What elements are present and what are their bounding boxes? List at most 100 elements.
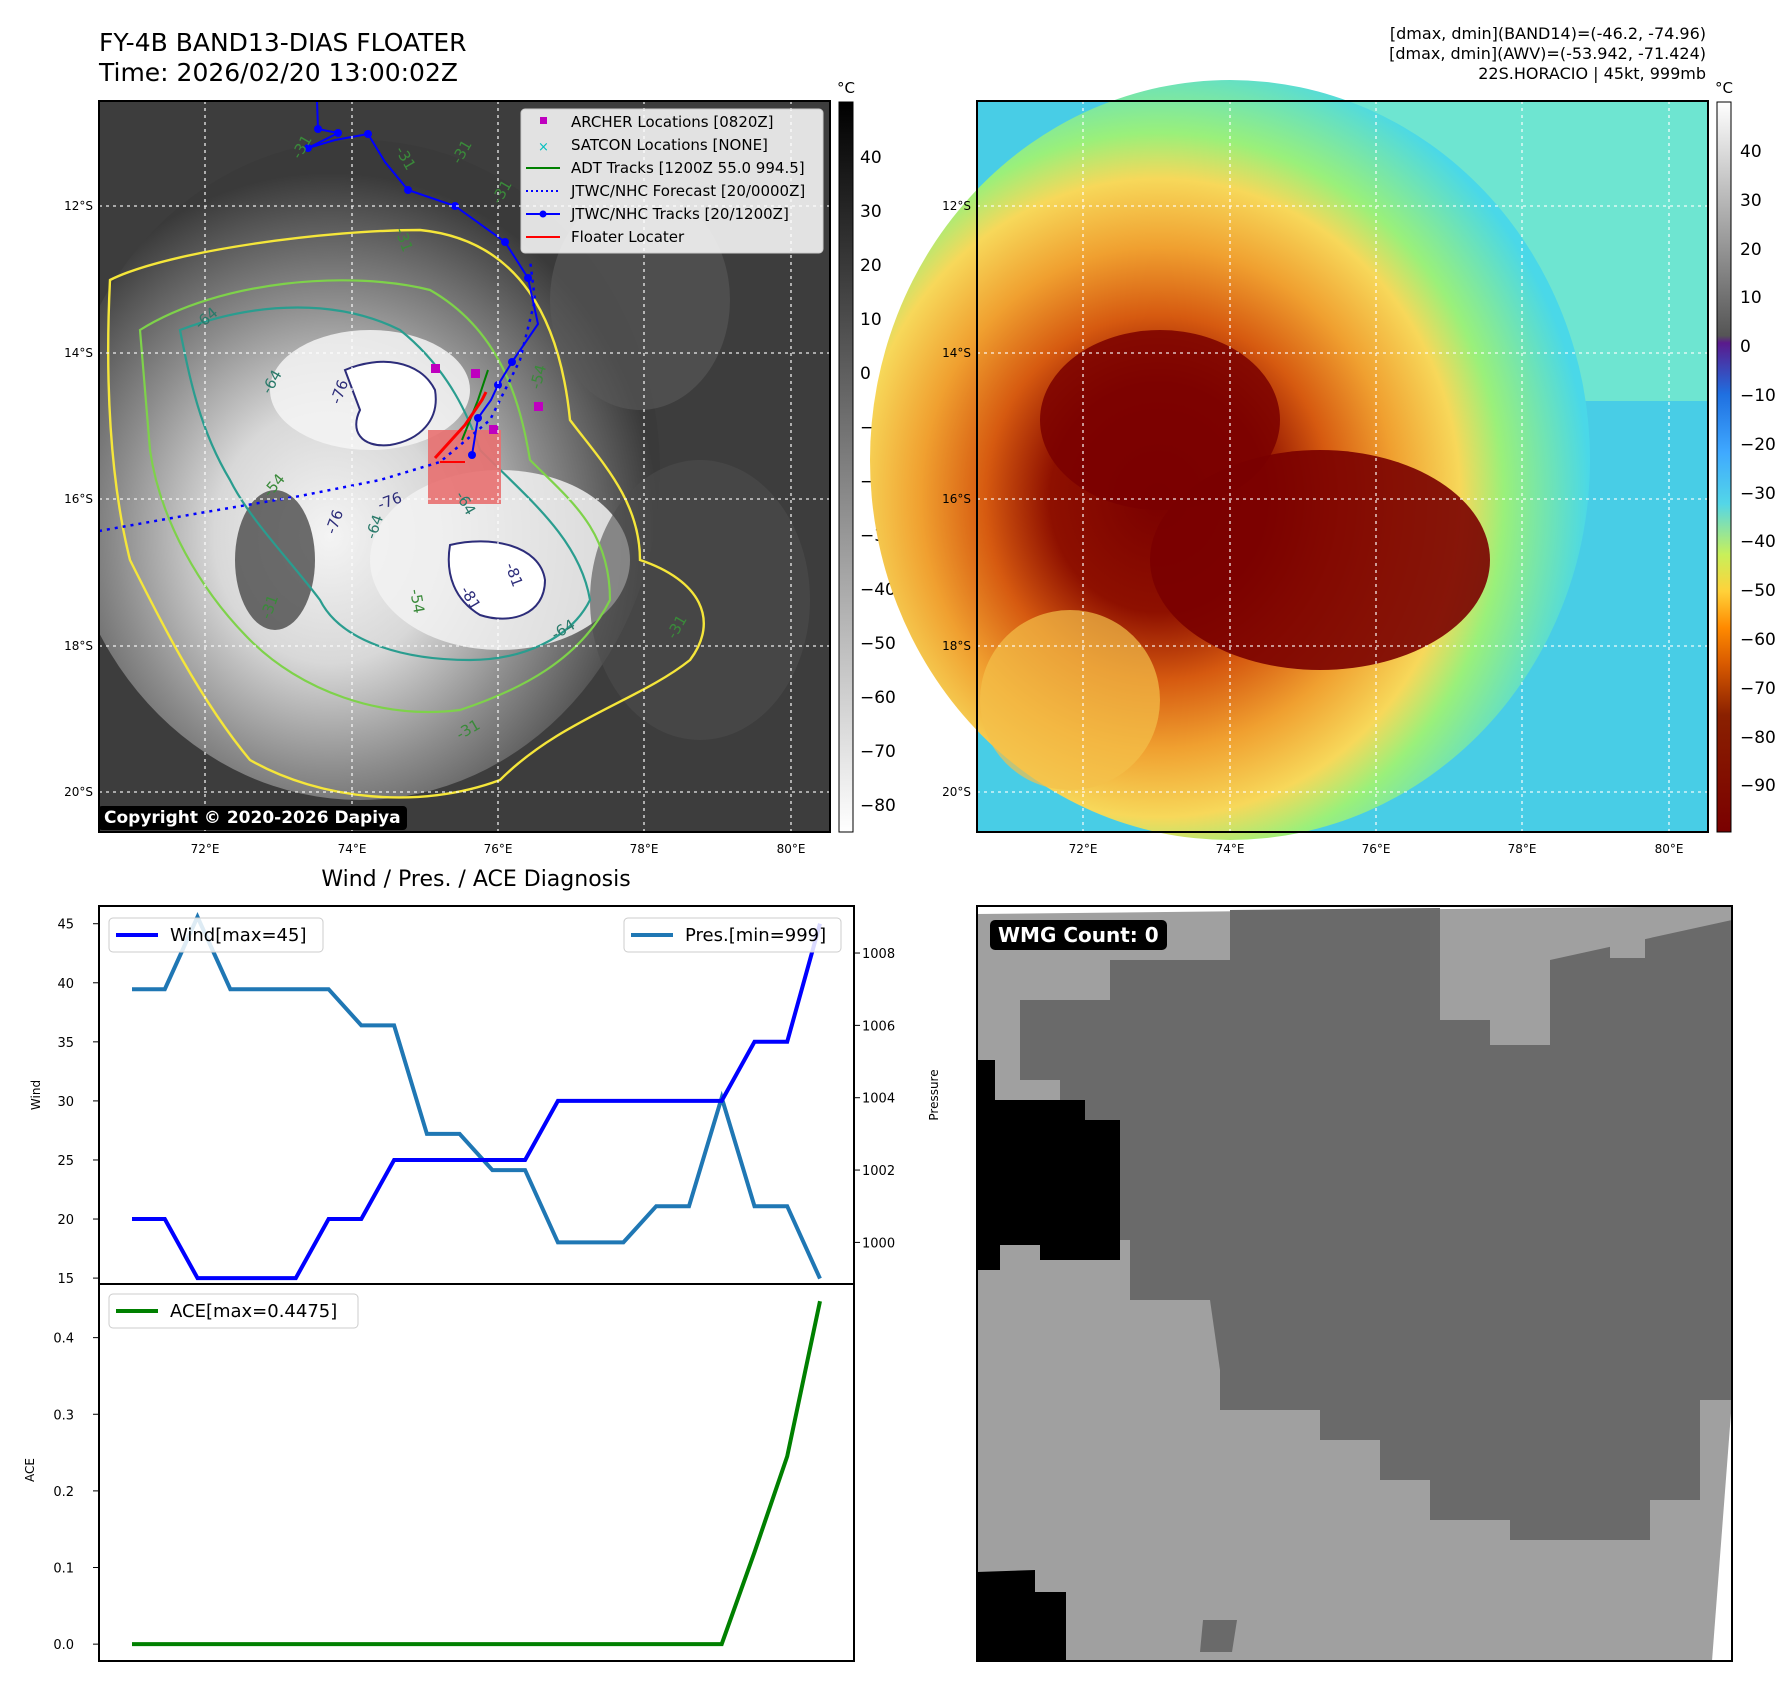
- contour-label: -54: [406, 588, 428, 615]
- legend-adt: ADT Tracks [1200Z 55.0 994.5]: [571, 159, 805, 177]
- pressure-series-line: [132, 912, 822, 1280]
- wind-axis-label: Wind: [29, 1080, 43, 1110]
- lon-label: 74°E: [338, 842, 367, 856]
- lat-label: 16°S: [64, 492, 93, 506]
- pressure-axis-ticks: 1000 1002 1004 1006 1008: [854, 947, 895, 1251]
- archer-markers: [431, 364, 543, 434]
- diagnosis-title: Wind / Pres. / ACE Diagnosis: [321, 867, 630, 892]
- awv-range: [dmax, dmin](AWV)=(-53.942, -71.424): [1389, 44, 1706, 63]
- wmg-panel: [976, 905, 1733, 1662]
- cbar-tick: −60: [1740, 630, 1776, 650]
- wind-axis-ticks: 15 20 25 30 35 40 45: [57, 918, 99, 1287]
- ct-colorbar-ticks: 40 30 20 10 0 −10 −20 −30 −40 −50 −60 −7…: [1740, 142, 1776, 796]
- contour-54: [138, 279, 612, 714]
- legend-jtwc: JTWC/NHC Tracks [20/1200Z]: [570, 205, 789, 223]
- map-legend: ARCHER Locations [0820Z] × SATCON Locati…: [520, 108, 824, 254]
- timestamp-title: Time: 2026/02/20 13:00:02Z: [98, 58, 458, 87]
- band14-range: [dmax, dmin](BAND14)=(-46.2, -74.96): [1390, 24, 1706, 43]
- axis-tick-label: 0.0: [53, 1638, 74, 1653]
- cbar-tick: 10: [1740, 288, 1762, 308]
- axis-tick-label: 25: [57, 1154, 74, 1169]
- forecast-track: [99, 259, 537, 533]
- wmg-field-black: [977, 1060, 1120, 1270]
- axis-tick-label: 35: [57, 1036, 74, 1051]
- lat-label: 16°S: [942, 492, 971, 506]
- lat-label: 18°S: [942, 639, 971, 653]
- ace-legend: ACE[max=0.4475]: [108, 1293, 359, 1329]
- lon-label: 78°E: [1508, 842, 1537, 856]
- lon-label: 78°E: [630, 842, 659, 856]
- axis-tick-label: 0.4: [53, 1332, 74, 1347]
- legend-satcon: SATCON Locations [NONE]: [571, 136, 768, 154]
- axis-tick-label: 45: [57, 918, 74, 933]
- contour-81: [447, 540, 547, 620]
- ir-colorbar-ticks: 40 30 20 10 0 −10 −20 −30 −40 −50 −60 −7…: [860, 148, 896, 816]
- cbar-tick: 0: [1740, 337, 1751, 357]
- lon-label: 80°E: [1655, 842, 1684, 856]
- wind-legend: Wind[max=45]: [108, 917, 324, 953]
- cbar-tick: −40: [1740, 532, 1776, 552]
- axis-tick-label: 0.1: [53, 1562, 74, 1577]
- cloudtop-axis-labels: 12°S 14°S 16°S 18°S 20°S 72°E 74°E 76°E …: [942, 199, 1683, 856]
- axis-tick-label: 20: [57, 1213, 74, 1228]
- axis-tick-label: 1002: [862, 1164, 895, 1179]
- cbar-tick: 10: [860, 310, 882, 330]
- axis-tick-label: 1006: [862, 1019, 895, 1034]
- ct-colorbar-unit: °C: [1715, 79, 1733, 97]
- wind-legend-label: Wind[max=45]: [170, 925, 307, 946]
- cbar-tick: −20: [1740, 435, 1776, 455]
- axis-tick-label: 1004: [862, 1092, 895, 1107]
- main-title: FY-4B BAND13-DIAS FLOATER: [99, 28, 467, 57]
- floater-box: [428, 430, 501, 504]
- wmg-count-badge: WMG Count: 0: [990, 920, 1167, 950]
- lat-label: 14°S: [942, 346, 971, 360]
- lat-label: 14°S: [64, 346, 93, 360]
- axis-tick-label: 40: [57, 977, 74, 992]
- cbar-tick: −50: [860, 634, 896, 654]
- cbar-tick: −60: [860, 688, 896, 708]
- legend-archer: ARCHER Locations [0820Z]: [571, 113, 774, 131]
- pressure-legend: Pres.[min=999]: [623, 917, 842, 953]
- cbar-tick: 20: [1740, 240, 1762, 260]
- copyright-badge: Copyright © 2020-2026 Dapiya: [98, 806, 407, 830]
- pressure-legend-label: Pres.[min=999]: [685, 925, 826, 946]
- lat-label: 12°S: [942, 199, 971, 213]
- cbar-tick: 0: [860, 364, 871, 384]
- ir-map-panel: -64 -76 -64 -76 -54 -54 -54 -81 -64 -64 …: [64, 79, 896, 856]
- cbar-tick: −70: [860, 742, 896, 762]
- archer-legend-icon: [540, 117, 547, 124]
- lat-label: 20°S: [64, 785, 93, 799]
- cbar-tick: −50: [1740, 581, 1776, 601]
- ir-cloud-field: -64 -76 -64 -76 -54 -54 -54 -81 -64 -64 …: [99, 101, 830, 832]
- contour-64: [178, 306, 592, 662]
- lon-label: 72°E: [191, 842, 220, 856]
- axis-tick-label: 15: [57, 1272, 74, 1287]
- lon-label: 72°E: [1069, 842, 1098, 856]
- ir-colorbar: °C 40 30 20 10 0 −10 −20 −30 −40 −50 −60…: [837, 79, 896, 833]
- pressure-axis-label: Pressure: [927, 1069, 941, 1120]
- cbar-tick: −80: [1740, 728, 1776, 748]
- contour-31: [106, 228, 705, 799]
- ace-axis-label: ACE: [23, 1458, 37, 1482]
- floater-locater-line: [433, 391, 488, 460]
- ace-axis-ticks: 0.0 0.1 0.2 0.3 0.4: [53, 1332, 99, 1653]
- adt-track: [461, 369, 489, 441]
- wind-pressure-chart: 15 20 25 30 35 40 45 1000 1002 1004 1006 1008 Wind…: [29, 905, 941, 1287]
- ace-legend-label: ACE[max=0.4475]: [170, 1301, 337, 1322]
- cbar-tick: 40: [1740, 142, 1762, 162]
- cloudtop-colorbar: °C 40 30 20 10 0 −10 −20 −30 −40 −50 −60…: [1715, 79, 1776, 833]
- ir-axis-labels: 12°S 14°S 16°S 18°S 20°S 72°E 74°E 76°E …: [64, 199, 805, 856]
- axis-tick-label: 1008: [862, 947, 895, 962]
- cbar-tick: −70: [1740, 679, 1776, 699]
- satcon-legend-icon: ×: [538, 140, 549, 155]
- ace-chart: 0.0 0.1 0.2 0.3 0.4 ACE ACE[max=0.4475]: [23, 1283, 855, 1662]
- cbar-tick: 30: [1740, 191, 1762, 211]
- contour-76: [343, 360, 437, 447]
- axis-tick-label: 30: [57, 1095, 74, 1110]
- jtwc-track-points: [304, 125, 532, 459]
- cbar-tick: 20: [860, 256, 882, 276]
- lon-label: 76°E: [1362, 842, 1391, 856]
- lat-label: 12°S: [64, 199, 93, 213]
- cbar-tick: −40: [860, 580, 896, 600]
